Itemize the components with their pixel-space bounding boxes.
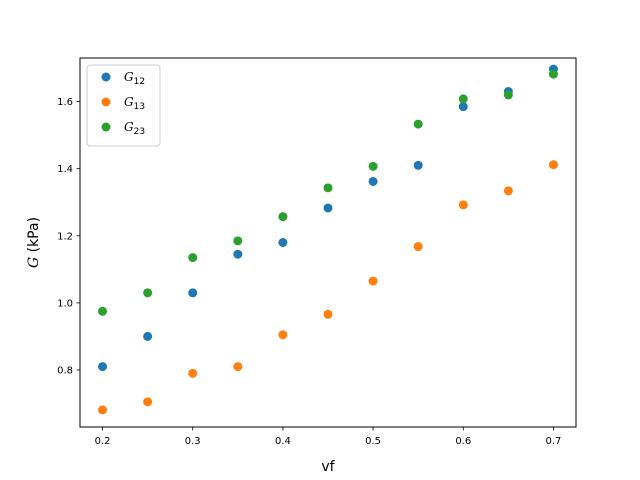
point-g13-8 <box>458 200 468 210</box>
point-g23-4 <box>278 212 288 222</box>
x-tick-label: 0.3 <box>185 436 201 447</box>
data-points <box>98 64 558 415</box>
x-tick-label: 0.7 <box>546 436 562 447</box>
legend-label-g23: G23 <box>124 120 145 137</box>
legend-marker-g13 <box>101 97 111 107</box>
x-tick-label: 0.2 <box>95 436 111 447</box>
legend: G12 G13 G23 <box>86 64 161 147</box>
point-g13-0 <box>98 405 108 415</box>
point-g23-5 <box>323 183 333 193</box>
point-g13-6 <box>368 276 378 286</box>
x-tick-label: 0.6 <box>455 436 471 447</box>
point-g13-5 <box>323 309 333 319</box>
y-tick-label: 1.4 <box>57 164 73 175</box>
y-tick-label: 1.6 <box>57 97 73 108</box>
point-g23-0 <box>98 306 108 316</box>
y-axis: 0.8 1.0 1.2 1.4 1.6 <box>57 97 80 376</box>
point-g12-7 <box>413 160 423 170</box>
point-g23-6 <box>368 161 378 171</box>
point-g12-3 <box>233 249 243 259</box>
point-g12-2 <box>188 288 198 298</box>
point-g13-3 <box>233 362 243 372</box>
point-g23-3 <box>233 236 243 246</box>
y-axis-label-unit: (kPa) <box>26 217 42 257</box>
x-tick-label: 0.4 <box>275 436 291 447</box>
point-g13-7 <box>413 242 423 252</box>
y-tick-label: 0.8 <box>57 365 73 376</box>
point-g13-2 <box>188 368 198 378</box>
x-axis: 0.2 0.3 0.4 0.5 0.6 0.7 <box>95 427 562 447</box>
point-g12-8 <box>458 102 468 112</box>
point-g13-9 <box>503 186 513 196</box>
legend-label-g12: G12 <box>124 70 145 87</box>
plot-frame <box>79 57 577 428</box>
point-g12-6 <box>368 176 378 186</box>
point-g12-0 <box>98 362 108 372</box>
y-tick-label: 1.2 <box>57 231 73 242</box>
legend-marker-g23 <box>101 122 111 132</box>
point-g13-1 <box>143 397 153 407</box>
x-tick-label: 0.5 <box>365 436 381 447</box>
point-g23-7 <box>413 119 423 129</box>
point-g23-10 <box>548 69 558 79</box>
point-g12-1 <box>143 331 153 341</box>
point-g23-9 <box>503 90 513 100</box>
point-g23-1 <box>143 288 153 298</box>
x-axis-label: vf <box>321 459 335 475</box>
point-g12-5 <box>323 203 333 213</box>
point-g23-2 <box>188 253 198 263</box>
point-g13-4 <box>278 330 288 340</box>
y-axis-label: G (kPa) <box>26 217 42 268</box>
plot-area <box>80 58 576 427</box>
legend-label-g13: G13 <box>124 95 145 112</box>
y-tick-label: 1.0 <box>57 298 73 309</box>
point-g23-8 <box>458 94 468 104</box>
y-axis-label-symbol: G <box>26 257 42 268</box>
legend-marker-g12 <box>101 72 111 82</box>
point-g12-4 <box>278 238 288 247</box>
point-g13-10 <box>548 160 558 170</box>
